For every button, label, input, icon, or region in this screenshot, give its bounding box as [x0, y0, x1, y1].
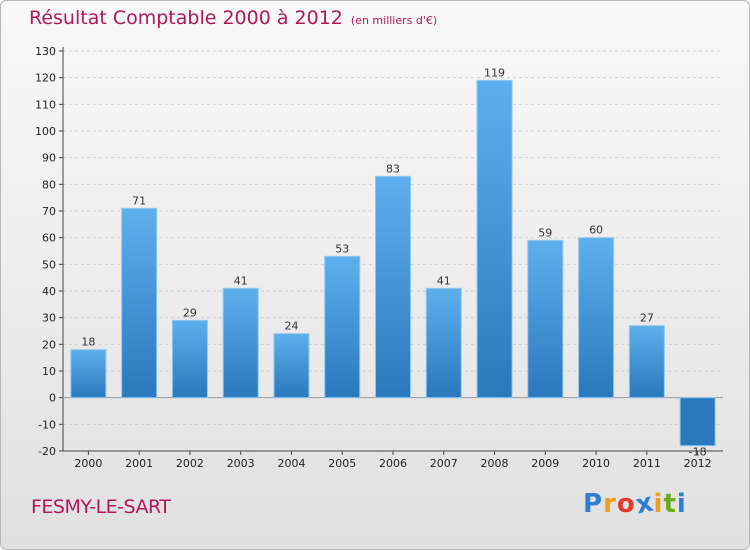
proxiti-logo: Proxiti: [583, 487, 687, 520]
bar-2012: [679, 397, 716, 447]
y-tick-label: 50: [42, 258, 56, 271]
y-tick-label: 120: [35, 72, 56, 85]
data-label: 59: [538, 226, 552, 239]
bar-2011: [628, 325, 665, 399]
y-tick-label: 80: [42, 178, 56, 191]
y-tick-label: 70: [42, 205, 56, 218]
chart-subtitle: (en milliers d'€): [350, 14, 438, 27]
bar-2005: [324, 255, 361, 399]
y-tick-label: -20: [38, 445, 56, 458]
commune-name: FESMY-LE-SART: [31, 496, 171, 518]
bar-2004: [273, 333, 310, 399]
data-label: 41: [234, 274, 248, 287]
data-label: 53: [335, 242, 349, 255]
x-tick-label: 2009: [531, 457, 559, 470]
y-tick-label: 100: [35, 125, 56, 138]
bar-2002: [171, 319, 208, 399]
data-label: 18: [81, 336, 95, 349]
chart-title: Résultat Comptable 2000 à 2012 (en millie…: [29, 7, 437, 29]
y-tick-label: 60: [42, 232, 56, 245]
x-tick-label: 2000: [74, 457, 102, 470]
x-tick-label: 2005: [328, 457, 356, 470]
bar-2008: [476, 79, 513, 399]
data-label: 27: [640, 312, 654, 325]
y-tick-label: -10: [38, 418, 56, 431]
x-tick-label: 2011: [633, 457, 661, 470]
x-tick-label: 2003: [227, 457, 255, 470]
y-tick-label: 30: [42, 312, 56, 325]
x-tick-label: 2002: [176, 457, 204, 470]
data-label: -18: [689, 446, 707, 459]
y-tick-label: 0: [49, 392, 56, 405]
data-label: 24: [284, 320, 298, 333]
x-tick-label: 2008: [481, 457, 509, 470]
x-tick-label: 2010: [582, 457, 610, 470]
x-tick-label: 2004: [277, 457, 305, 470]
logo-letter: i: [653, 489, 664, 519]
logo-letter: t: [663, 489, 677, 519]
logo-letter: i: [676, 489, 687, 519]
data-label: 29: [183, 306, 197, 319]
data-label: 119: [484, 66, 505, 79]
data-label: 83: [386, 162, 400, 175]
logo-letter: P: [583, 489, 604, 519]
y-tick-label: 10: [42, 365, 56, 378]
x-tick-label: 2001: [125, 457, 153, 470]
y-tick-label: 130: [35, 45, 56, 58]
logo-letter: r: [603, 489, 617, 519]
y-tick-label: 90: [42, 152, 56, 165]
y-tick-label: 40: [42, 285, 56, 298]
x-tick-label: 2006: [379, 457, 407, 470]
data-label: 71: [132, 194, 146, 207]
y-tick-label: 20: [42, 338, 56, 351]
data-label: 41: [437, 274, 451, 287]
bar-2000: [70, 349, 107, 399]
chart-title-text: Résultat Comptable 2000 à 2012: [29, 7, 343, 29]
bar-2001: [121, 207, 158, 399]
y-tick-label: 110: [35, 98, 56, 111]
x-tick-label: 2007: [430, 457, 458, 470]
x-tick-label: 2012: [684, 457, 712, 470]
bar-2009: [527, 239, 564, 399]
bar-2003: [222, 287, 259, 399]
bar-2010: [578, 237, 615, 399]
bar-2006: [375, 175, 411, 399]
bar-2007: [425, 287, 462, 399]
data-label: 60: [589, 224, 603, 237]
logo-letter: o: [616, 489, 636, 519]
